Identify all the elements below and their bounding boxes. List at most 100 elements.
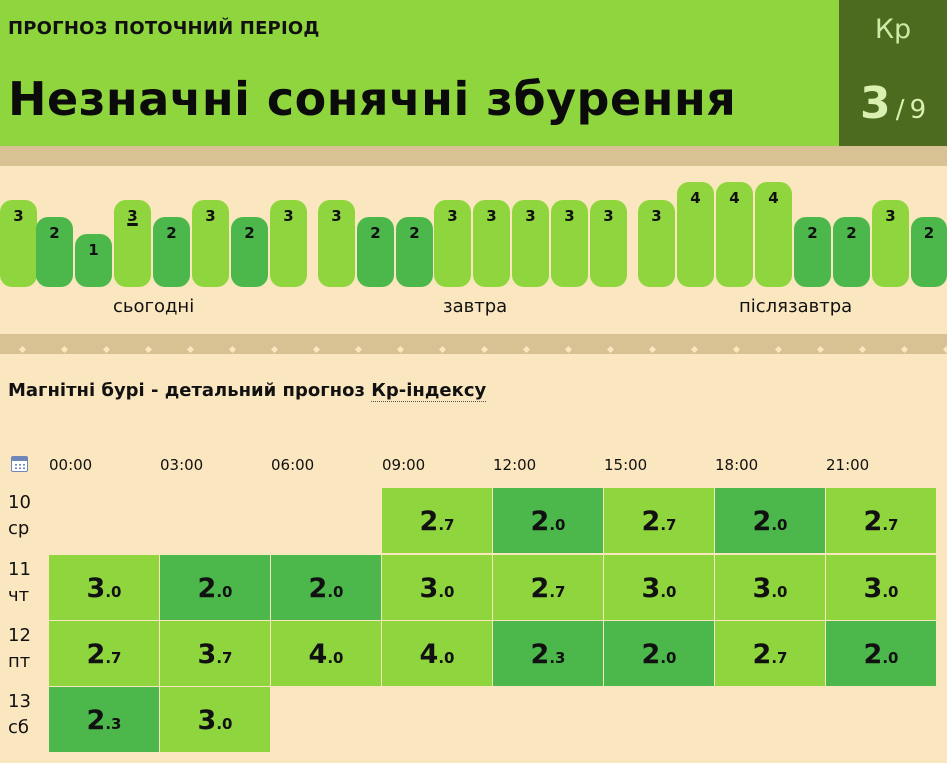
row-weekday: чт — [8, 585, 30, 606]
kp-bar-value: 2 — [244, 224, 255, 242]
kp-bar: 3 — [590, 200, 627, 287]
kp-bar-value: 2 — [846, 224, 857, 242]
kp-forecast-cell: 2.7 — [49, 621, 159, 686]
kp-value-decimal: .0 — [438, 583, 455, 601]
kp-forecast-cell: 2.7 — [826, 488, 936, 553]
kp-bar: 2 — [794, 217, 831, 287]
kp-forecast-cell: 3.0 — [715, 555, 825, 620]
kp-forecast-cell: 2.0 — [715, 488, 825, 553]
kp-value-integer: 2 — [530, 639, 550, 670]
band-dot — [942, 345, 947, 354]
forecast-headline: Незначні сонячні збурення — [8, 72, 737, 126]
kp-bar: 4 — [677, 182, 714, 287]
kp-bar-value: 2 — [409, 224, 420, 242]
kp-value-integer: 3 — [752, 573, 772, 604]
kp-bar: 2 — [153, 217, 190, 287]
band-dot — [60, 345, 69, 354]
kp-value: 3 / 9 — [860, 78, 926, 129]
period-label: ПРОГНОЗ ПОТОЧНИЙ ПЕРІОД — [8, 18, 320, 39]
row-day: 13 — [8, 691, 31, 712]
band-dot — [690, 345, 699, 354]
band-dot — [438, 345, 447, 354]
kp-bar: 3 — [114, 200, 151, 287]
kp-bar-value: 2 — [370, 224, 381, 242]
kp-bar: 3 — [434, 200, 471, 287]
kp-value-integer: 2 — [197, 573, 217, 604]
band-dot — [18, 345, 27, 354]
kp-label: Кр — [874, 14, 912, 45]
hour-header: 09:00 — [382, 456, 426, 474]
kp-value-integer: 2 — [863, 639, 883, 670]
kp-forecast-cell: 3.0 — [604, 555, 714, 620]
kp-bar-value: 3 — [603, 207, 614, 225]
day-label-day-after: післязавтра — [739, 296, 853, 317]
hour-header: 15:00 — [604, 456, 648, 474]
kp-bar-value: 2 — [923, 224, 935, 242]
band-dot — [816, 345, 825, 354]
kp-bar-value: 1 — [88, 241, 99, 259]
band-dot — [480, 345, 489, 354]
kp-value-decimal: .3 — [549, 649, 566, 667]
kp-value-integer: 3 — [197, 705, 217, 736]
kp-value-decimal: .3 — [105, 715, 122, 733]
kp-forecast-cell: 2.0 — [271, 555, 381, 620]
kp-value-integer: 2 — [752, 506, 772, 537]
band-dot — [312, 345, 321, 354]
kp-bar: 4 — [755, 182, 792, 287]
kp-bar: 4 — [716, 182, 753, 287]
kp-value-integer: 2 — [641, 506, 661, 537]
row-weekday: пт — [8, 651, 31, 672]
kp-forecast-cell: 3.0 — [382, 555, 492, 620]
kp-value-decimal: .0 — [771, 583, 788, 601]
kp-bar: 1 — [75, 234, 112, 287]
kp-forecast-cell: 4.0 — [382, 621, 492, 686]
kp-bar: 3 — [512, 200, 549, 287]
band-dot — [522, 345, 531, 354]
kp-bar-value: 3 — [205, 207, 216, 225]
kp-bar-value: 3 — [525, 207, 536, 225]
hour-header: 12:00 — [493, 456, 537, 474]
band-dot — [774, 345, 783, 354]
band-dot — [732, 345, 741, 354]
kp-value-integer: 2 — [308, 573, 328, 604]
hour-header: 03:00 — [160, 456, 204, 474]
band-dot — [186, 345, 195, 354]
kp-bar-value: 3 — [283, 207, 294, 225]
day-label-tomorrow: завтра — [443, 296, 508, 317]
band-dot — [606, 345, 615, 354]
kp-bar-value: 3 — [13, 207, 24, 225]
kp-value-integer: 2 — [419, 506, 439, 537]
kp-bar: 3 — [872, 200, 909, 287]
kp-index-link[interactable]: Кр-індексу — [371, 380, 487, 402]
kp-forecast-cell: 4.0 — [271, 621, 381, 686]
kp-bar-value: 4 — [690, 189, 701, 207]
kp-value-integer: 2 — [530, 506, 550, 537]
kp-value-integer: 2 — [752, 639, 772, 670]
kp-bar-value: 3 — [651, 207, 662, 225]
kp-value-decimal: .7 — [660, 516, 677, 534]
hour-header: 00:00 — [49, 456, 93, 474]
kp-bar-value: 2 — [807, 224, 818, 242]
kp-bar: 3 — [551, 200, 588, 287]
kp-bar: 2 — [833, 217, 870, 287]
kp-value-decimal: .0 — [216, 715, 233, 733]
kp-bar: 2 — [911, 217, 947, 287]
row-weekday: ср — [8, 518, 30, 539]
kp-value-integer: 2 — [86, 639, 106, 670]
kp-value-integer: 3 — [419, 573, 439, 604]
kp-bar-value: 3 — [127, 207, 138, 225]
kp-forecast-cell: 3.0 — [49, 555, 159, 620]
kp-forecast-cell: 2.0 — [493, 488, 603, 553]
kp-bar: 3 — [318, 200, 355, 287]
kp-value-integer: 2 — [86, 705, 106, 736]
row-date-label: 10 ср — [8, 490, 31, 542]
row-day: 12 — [8, 625, 31, 646]
kp-forecast-cell: 2.7 — [604, 488, 714, 553]
band-dot — [648, 345, 657, 354]
band-dot — [144, 345, 153, 354]
divider-band-top — [0, 146, 947, 166]
row-date-label: 13 сб — [8, 689, 31, 741]
section-title: Магнітні бурі - детальний прогноз Кр-інд… — [8, 380, 487, 402]
row-day: 10 — [8, 492, 31, 513]
kp-value-decimal: .0 — [660, 649, 677, 667]
